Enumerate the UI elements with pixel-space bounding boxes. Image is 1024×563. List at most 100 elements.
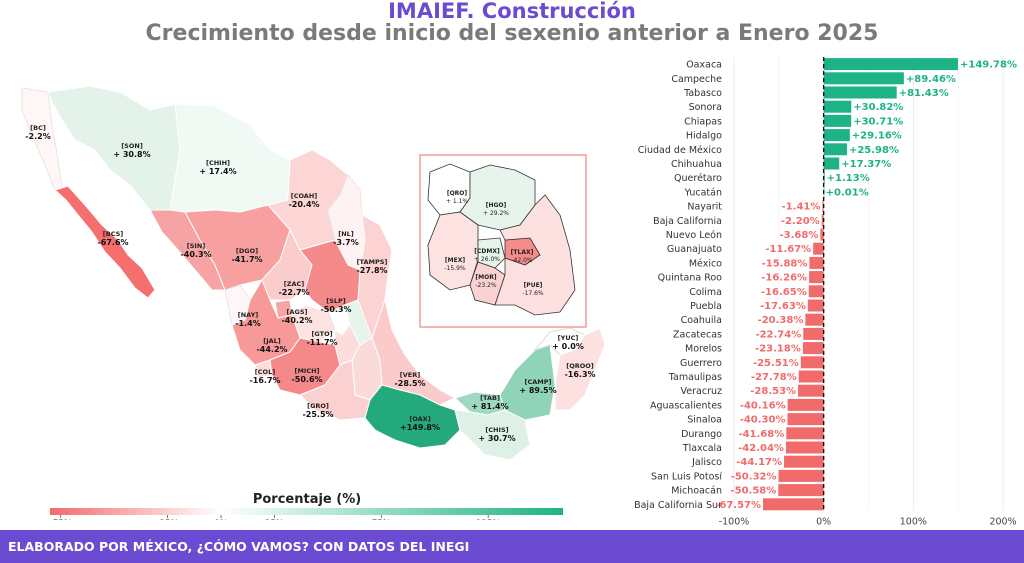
bar	[808, 285, 824, 298]
inset-frame	[419, 154, 587, 328]
bar	[809, 256, 824, 269]
map-label-abbr: [GRO]	[307, 402, 329, 410]
map-label-value: -28.5%	[394, 379, 425, 388]
map-state-shapes	[21, 85, 606, 461]
bar-category-label: Querétaro	[674, 173, 722, 184]
bar-category-label: San Luis Potosí	[651, 471, 722, 482]
bar	[786, 427, 824, 440]
bar-value-label: +25.98%	[849, 145, 899, 156]
bar	[805, 313, 824, 326]
bar-category-label: México	[689, 258, 722, 269]
bar-category-label: Chiapas	[684, 116, 722, 127]
map-label-value: -11.7%	[306, 338, 337, 347]
bar-value-label: +29.16%	[852, 131, 902, 142]
map-label-abbr: [SON]	[121, 142, 143, 150]
bar-category-label: Veracruz	[681, 386, 722, 397]
map-label-abbr: [YUC]	[558, 334, 579, 342]
legend-ticks: -75% -25% 0% 25% 75% 125%	[50, 515, 500, 520]
map-label-abbr: [DGO]	[236, 247, 258, 255]
bar-category-label: Michoacán	[671, 486, 722, 497]
footer-credit: ELABORADO POR MÉXICO, ¿CÓMO VAMOS? CON D…	[8, 539, 470, 554]
bar-value-label: -40.30%	[740, 415, 786, 426]
map-label-value: + 17.4%	[199, 167, 236, 176]
inset-label-value: -42.0%	[511, 257, 533, 264]
map-label-value: -67.6%	[97, 238, 128, 247]
inset-label-abbr: [PUE]	[524, 282, 543, 289]
bar	[823, 114, 852, 127]
bar-value-label: -17.63%	[760, 301, 806, 312]
bar-category-label: Coahuila	[681, 315, 722, 326]
map-label-value: -16.7%	[249, 376, 280, 385]
bar-value-label: +30.82%	[853, 102, 903, 113]
map-label-abbr: [SLP]	[326, 297, 346, 305]
footer-bar: ELABORADO POR MÉXICO, ¿CÓMO VAMOS? CON D…	[0, 530, 1024, 563]
bar-category-label: Tlaxcala	[682, 443, 722, 454]
bar-category-label: Tabasco	[683, 88, 722, 99]
bar	[823, 143, 847, 156]
bar-value-label: -1.41%	[782, 202, 821, 213]
map-label-value: + 0.0%	[552, 342, 584, 351]
bar-category-label: Nayarit	[687, 202, 722, 213]
bar-category-label: Jalisco	[691, 457, 722, 468]
bar-category-label: Hidalgo	[686, 131, 722, 142]
bar-value-label: -16.65%	[761, 287, 807, 298]
map-label-abbr: [NL]	[338, 230, 354, 238]
state-qroo-shape	[554, 327, 606, 411]
map-labels: [BC]-2.2% [SON]+ 30.8% [CHIH]+ 17.4% [COAH]…	[25, 124, 595, 443]
bar	[820, 228, 824, 241]
inset-label-value: + 29.2%	[483, 210, 509, 217]
bar	[807, 299, 824, 312]
bar-value-label: -50.32%	[731, 471, 777, 482]
map-label-value: -50.6%	[291, 375, 322, 384]
map-label-abbr: [CHIH]	[206, 159, 230, 167]
inset-cdmx-shape	[477, 237, 506, 269]
bar-category-label: Sonora	[689, 102, 722, 113]
mexico-choropleth-map: [BC]-2.2% [SON]+ 30.8% [CHIH]+ 17.4% [COAH]…	[21, 85, 606, 520]
bar	[800, 356, 824, 369]
bar	[821, 214, 824, 227]
map-label-abbr: [TAB]	[480, 394, 500, 402]
bar-value-label: +0.01%	[826, 187, 869, 198]
bar-value-label: -44.17%	[736, 457, 782, 468]
bar-category-label: Colima	[689, 287, 722, 298]
bar	[823, 129, 850, 142]
inset-label-value: -17.6%	[522, 290, 544, 297]
map-label-value: -20.4%	[288, 200, 319, 209]
bar	[823, 157, 840, 170]
map-label-abbr: [VER]	[400, 371, 420, 379]
map-label-abbr: [QROO]	[566, 362, 594, 370]
bar	[784, 455, 824, 468]
map-label-abbr: [BCS]	[103, 230, 123, 238]
bar	[803, 327, 824, 340]
map-label-value: -2.2%	[25, 132, 51, 141]
bar-value-label: -42.04%	[738, 443, 784, 454]
bar-value-label: -2.20%	[781, 216, 820, 227]
bar-value-label: -50.58%	[730, 486, 776, 497]
map-label-value: -22.7%	[278, 288, 309, 297]
chart-subtitle: Crecimiento desde inicio del sexenio ant…	[145, 21, 879, 46]
map-label-value: + 30.8%	[113, 150, 150, 159]
bar-chart: Oaxaca Campeche Tabasco Sonora Chiapas Hidalg…	[634, 57, 1017, 527]
map-label-value: -40.3%	[180, 250, 211, 259]
bar-x-tick-label: 0%	[816, 516, 831, 527]
bar-value-label: +30.71%	[853, 116, 903, 127]
bar-value-label: +81.43%	[899, 88, 949, 99]
bar-category-label: Aguascalientes	[650, 400, 722, 411]
map-label-abbr: [ZAC]	[284, 280, 304, 288]
bar	[823, 58, 958, 71]
bar-value-label: -20.38%	[758, 315, 804, 326]
state-gro-shape	[299, 359, 371, 421]
map-label-abbr: [CAMP]	[525, 378, 552, 386]
inset-labels: [QRO]+ 1.1% [HGO]+ 29.2% [MEX]-15.9% [CDMX]…	[444, 190, 544, 297]
bar-category-labels: Oaxaca Campeche Tabasco Sonora Chiapas Hidalg…	[634, 60, 722, 511]
bar	[798, 370, 824, 383]
bar-category-label: Tamaulipas	[668, 372, 722, 383]
legend-tick-label: -75%	[50, 519, 72, 520]
bar-value-label: -23.18%	[755, 344, 801, 355]
bar	[802, 342, 824, 355]
bar-category-label: Morelos	[685, 344, 722, 355]
bar-value-label: +17.37%	[841, 159, 891, 170]
legend-tick-label: -25%	[157, 519, 179, 520]
bar-value-label: -28.53%	[750, 386, 796, 397]
map-label-abbr: [OAX]	[409, 415, 430, 423]
